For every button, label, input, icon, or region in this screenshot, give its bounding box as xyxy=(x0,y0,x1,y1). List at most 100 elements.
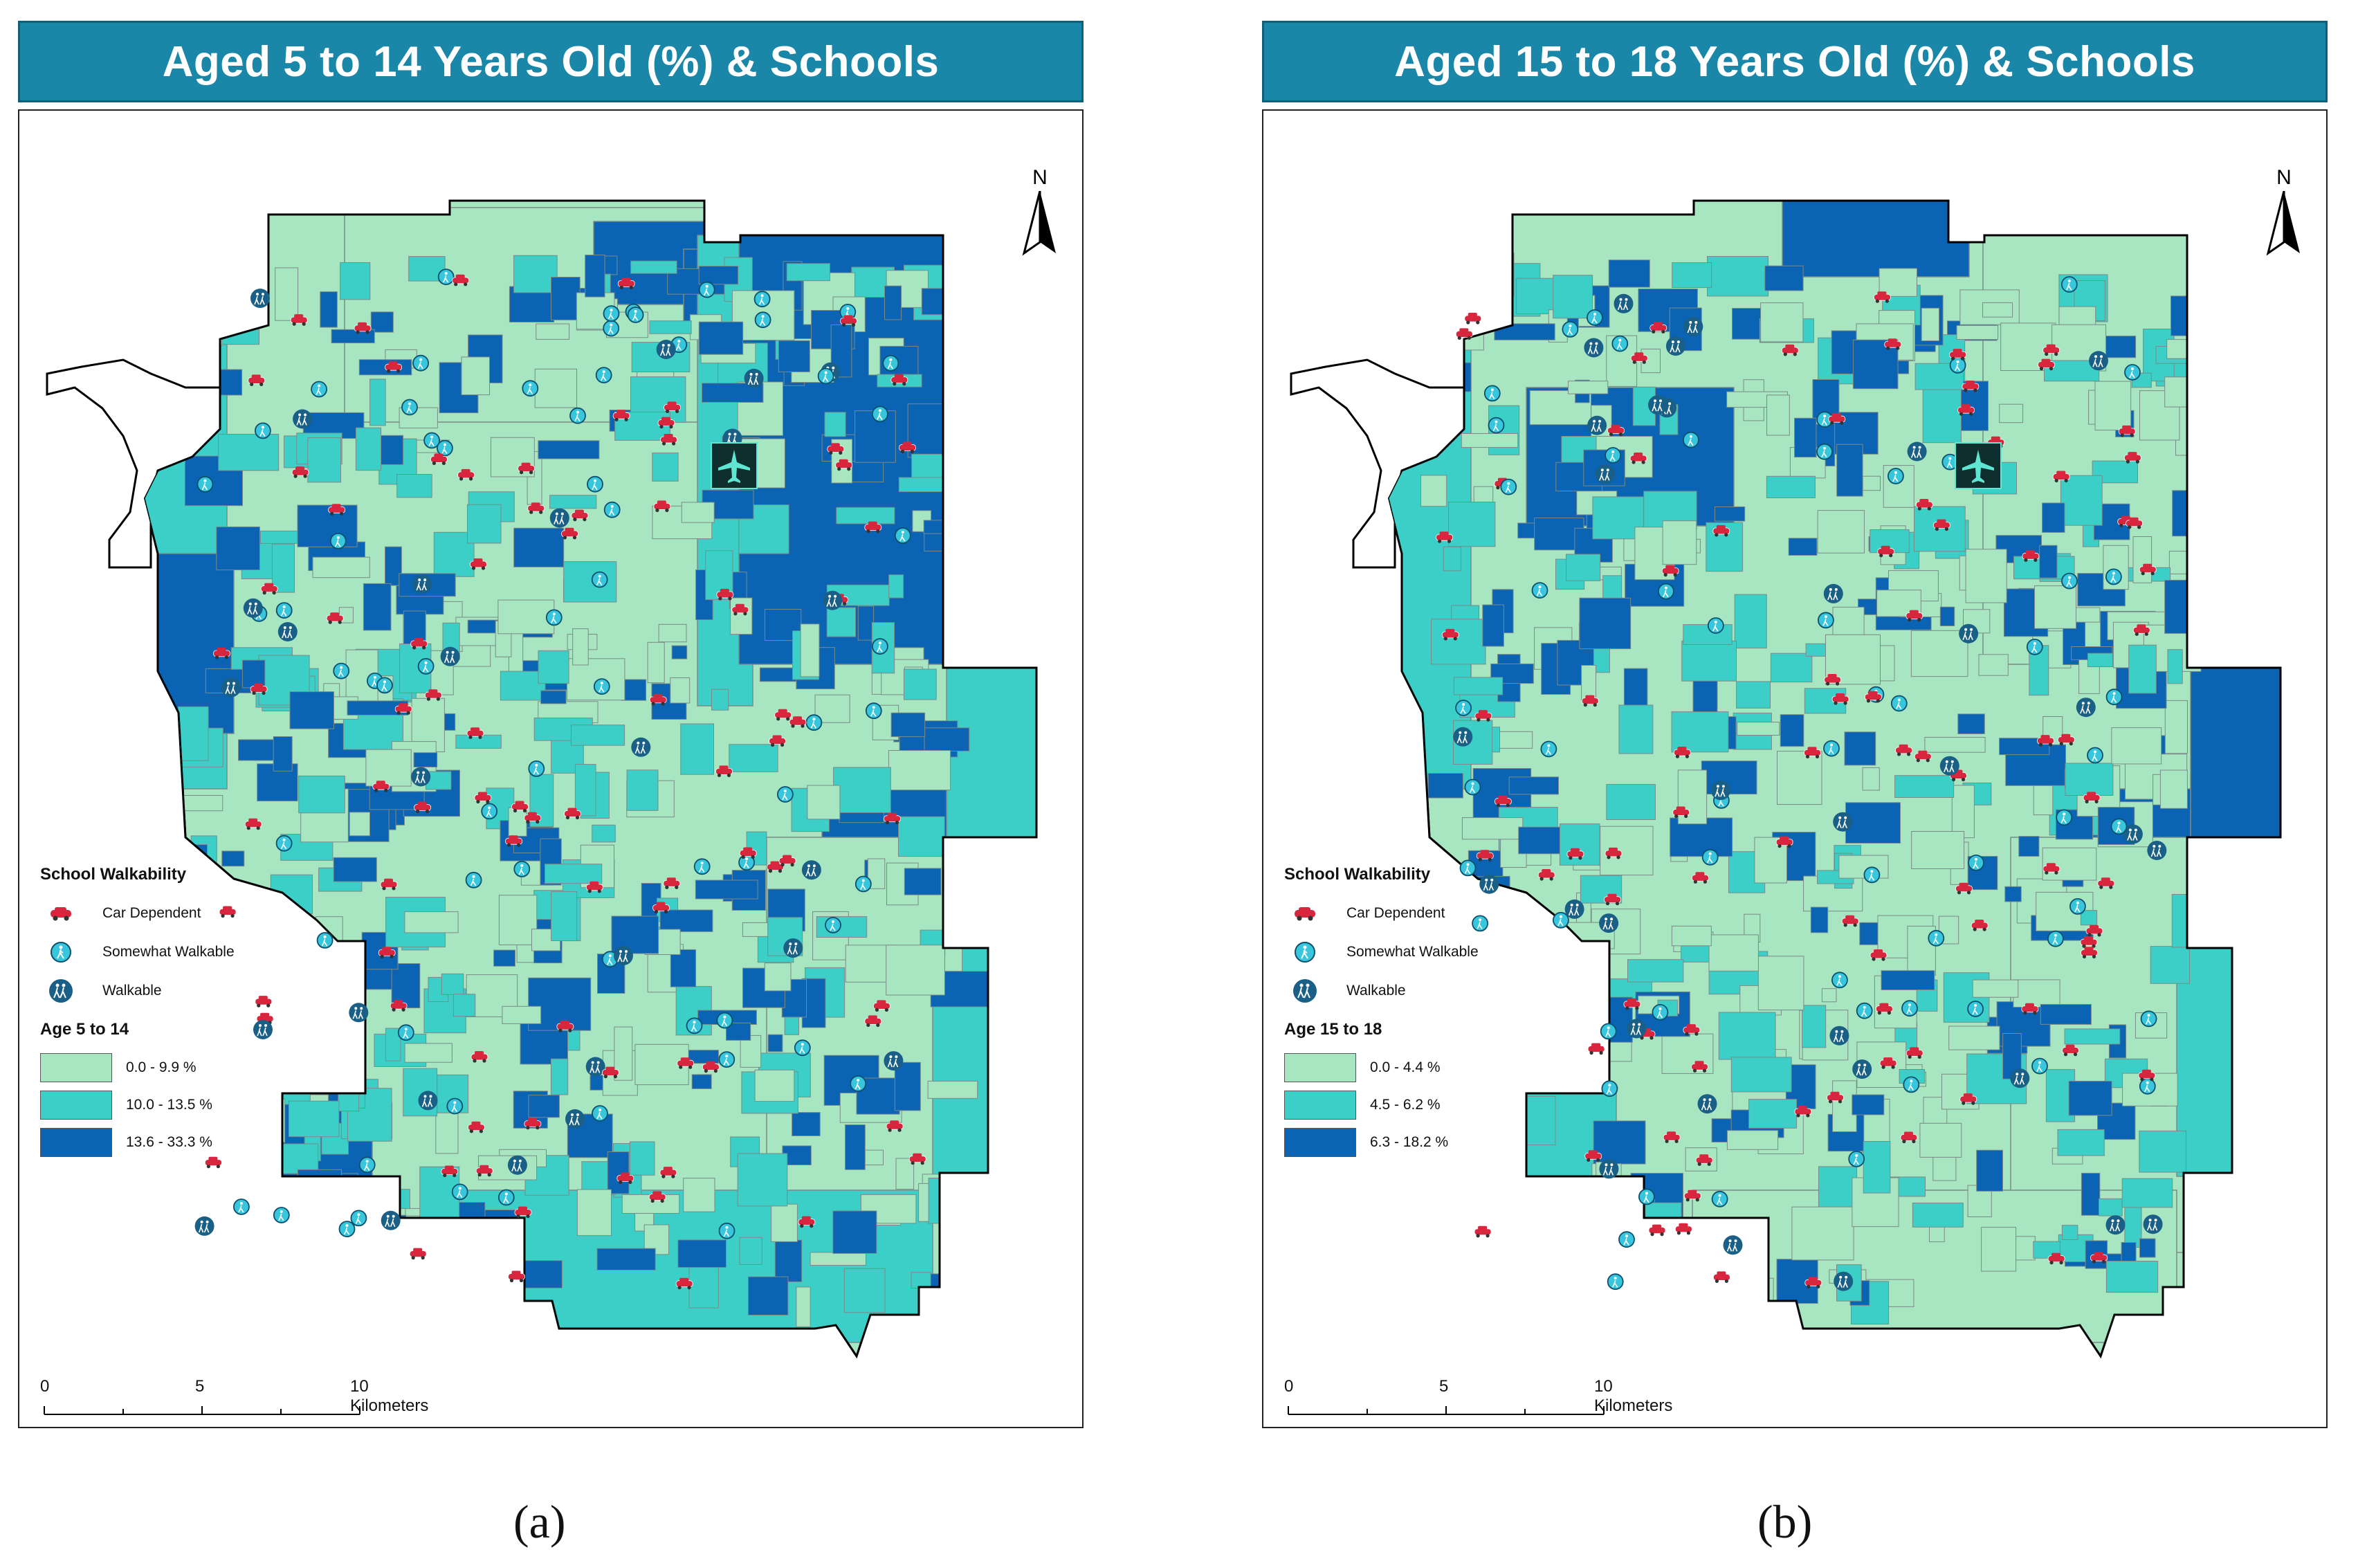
zone-polygon xyxy=(241,659,266,689)
pedestrian-icon xyxy=(423,432,440,449)
legend-item-walkable: Walkable xyxy=(40,972,345,1010)
legend-swatch xyxy=(1284,1128,1356,1157)
zone-polygon xyxy=(683,1178,715,1212)
zone-polygon xyxy=(385,1028,401,1061)
pedestrian-icon xyxy=(872,405,888,423)
pedestrian-icon xyxy=(1607,1273,1624,1291)
map-legend: School Walkability Car Dependent Somewha… xyxy=(1284,865,1589,1161)
scale-line xyxy=(44,1406,360,1415)
zone-polygon xyxy=(778,340,810,372)
zone-polygon xyxy=(221,850,245,867)
group-walk-icon xyxy=(631,737,651,757)
zone-polygon xyxy=(923,520,967,534)
airplane-icon xyxy=(1955,442,2002,489)
zone-polygon xyxy=(572,628,589,666)
group-walk-icon xyxy=(1833,812,1853,832)
zone-polygon xyxy=(2004,886,2022,902)
car-icon xyxy=(511,801,529,813)
zone-polygon xyxy=(1715,506,1746,522)
car-icon xyxy=(564,808,581,820)
car-icon xyxy=(410,637,428,650)
zone-polygon xyxy=(810,1252,866,1266)
car-icon xyxy=(653,500,671,512)
pedestrian-icon xyxy=(497,1189,515,1206)
car-icon xyxy=(1949,349,1966,361)
car-icon xyxy=(616,1172,634,1184)
group-walk-icon xyxy=(656,340,676,359)
car-icon xyxy=(1877,545,1895,558)
legend-school-heading: School Walkability xyxy=(40,865,187,884)
pedestrian-icon xyxy=(817,367,834,385)
pedestrian-icon xyxy=(1968,855,1984,871)
zone-polygon xyxy=(1495,1210,1524,1264)
car-icon xyxy=(1584,1150,1602,1162)
zone-polygon xyxy=(894,1061,921,1111)
legend-class-low: 0.0 - 9.9 % xyxy=(40,1049,345,1086)
zone-polygon xyxy=(681,502,715,523)
zone-polygon xyxy=(513,527,565,567)
pedestrian-icon xyxy=(522,380,539,397)
zone-polygon xyxy=(2060,475,2103,526)
car-icon xyxy=(1581,695,1599,707)
airport-icon xyxy=(711,442,758,489)
pedestrian-icon xyxy=(1455,700,1472,716)
pedestrian-icon xyxy=(232,1198,250,1215)
pedestrian-icon xyxy=(2047,930,2064,947)
scale-tick-10: 10 Kilometers xyxy=(350,1377,429,1415)
zone-polygon xyxy=(2128,644,2157,694)
group-walk-icon xyxy=(2089,351,2108,371)
zone-polygon xyxy=(1581,665,1597,701)
map-title: Aged 15 to 18 Years Old (%) & Schools xyxy=(1262,21,2328,102)
zone-polygon xyxy=(2094,381,2132,431)
zone-polygon xyxy=(836,507,895,525)
zone-polygon xyxy=(596,1248,656,1270)
zone-polygon xyxy=(2121,1178,2173,1208)
car-icon xyxy=(1827,1091,1844,1104)
zone-polygon xyxy=(739,1237,762,1265)
zone-polygon xyxy=(2164,376,2222,408)
scale-tick-5: 5 xyxy=(195,1377,205,1396)
zone-polygon xyxy=(331,329,375,344)
group-walk-icon xyxy=(507,1155,527,1175)
zone-polygon xyxy=(177,706,209,761)
zone-polygon xyxy=(826,607,856,637)
zone-polygon xyxy=(1461,433,1519,448)
legend-school-heading: School Walkability xyxy=(1284,865,1431,884)
zone-polygon xyxy=(1671,711,1729,753)
car-icon xyxy=(1629,453,1647,464)
pedestrian-icon xyxy=(1488,417,1505,434)
car-icon xyxy=(2057,733,2075,746)
zone-polygon xyxy=(647,641,665,684)
group-walk-icon xyxy=(418,1091,438,1111)
pedestrian-icon xyxy=(1823,740,1840,757)
zone-polygon xyxy=(2057,1129,2105,1156)
zone-polygon xyxy=(2111,727,2162,765)
car-icon xyxy=(702,1061,720,1073)
pedestrian-icon xyxy=(545,609,563,626)
car-icon xyxy=(385,361,402,373)
zone-polygon xyxy=(670,949,697,987)
car-icon xyxy=(414,801,431,814)
group-walk-icon xyxy=(1614,293,1634,313)
car-icon xyxy=(1971,920,1989,931)
car-icon xyxy=(219,906,237,918)
group-walk-icon xyxy=(1584,338,1604,358)
map-title: Aged 5 to 14 Years Old (%) & Schools xyxy=(18,21,1084,102)
zone-polygon xyxy=(1443,546,1462,572)
scale-bar: 0 5 10 Kilometers xyxy=(40,1377,428,1419)
pedestrian-icon xyxy=(2105,568,2122,585)
zone-polygon xyxy=(1734,594,1767,649)
zone-polygon xyxy=(814,694,850,723)
zone-polygon xyxy=(194,312,223,346)
zone-polygon xyxy=(545,864,603,884)
zone-polygon xyxy=(538,650,569,684)
pedestrian-icon xyxy=(1658,583,1674,600)
pedestrian-icon xyxy=(753,291,771,308)
zone-polygon xyxy=(1677,769,1708,825)
zone-polygon xyxy=(1999,403,2024,423)
north-label: N xyxy=(2276,166,2292,189)
zone-polygon xyxy=(404,1043,453,1063)
group-walk-icon xyxy=(801,860,821,880)
legend-class-label: 6.3 - 18.2 % xyxy=(1370,1134,1449,1150)
group-walk-icon xyxy=(585,1057,605,1077)
